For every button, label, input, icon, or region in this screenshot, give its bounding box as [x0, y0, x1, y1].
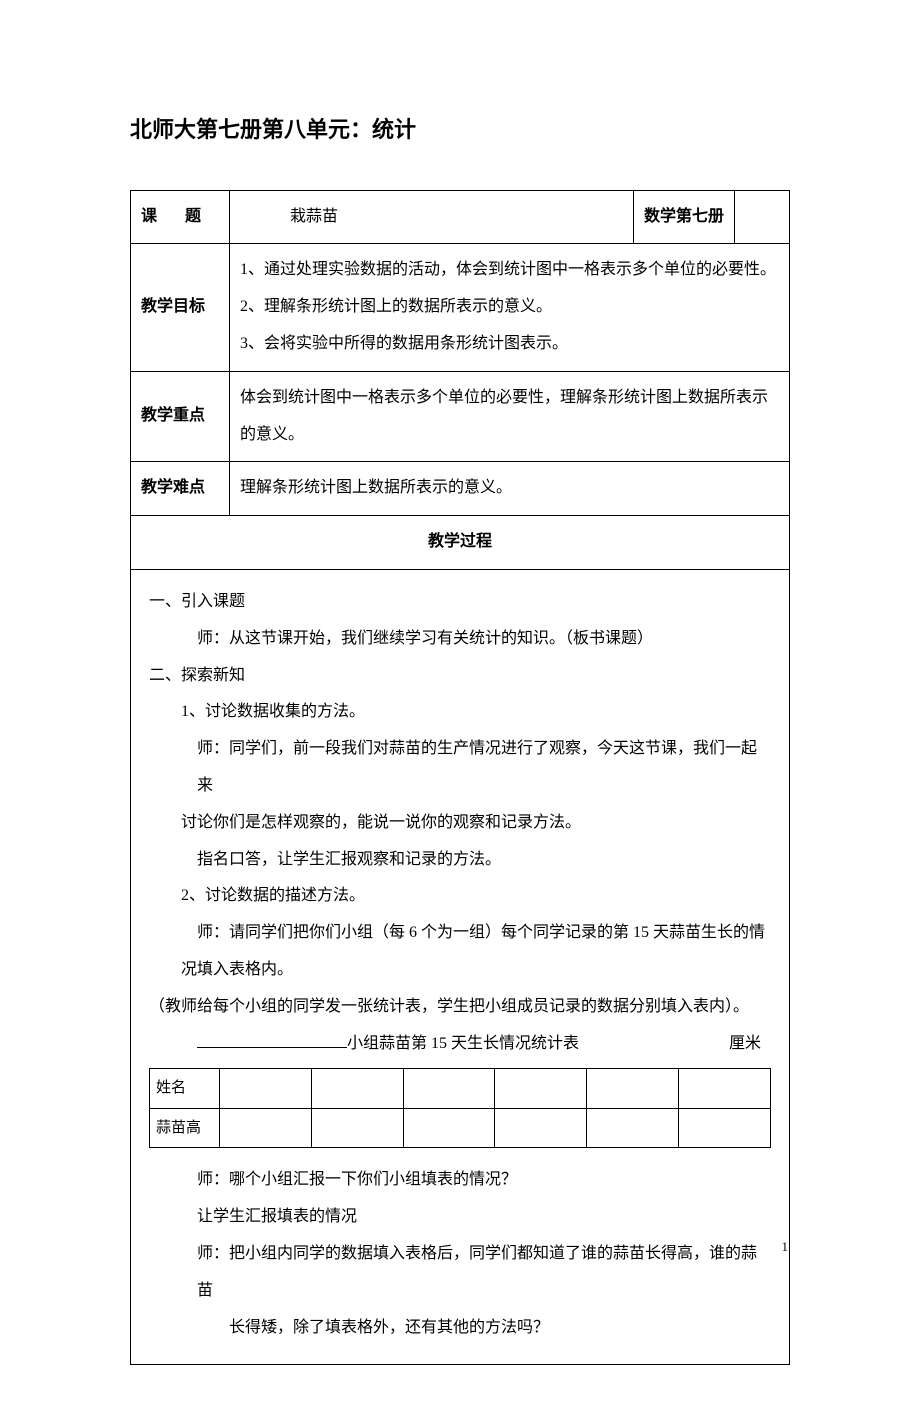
stat-cell [679, 1069, 771, 1109]
section-2-2-line6: 师：把小组内同学的数据填入表格后，同学们都知道了谁的蒜苗长得高，谁的蒜苗 [149, 1236, 771, 1310]
process-content: 一、引入课题 师：从这节课开始，我们继续学习有关统计的知识。（板书课题） 二、探… [130, 570, 790, 1365]
stat-row1-label: 姓名 [150, 1069, 220, 1109]
objectives-content: 1、通过处理实验数据的活动，体会到统计图中一格表示多个单位的必要性。 2、理解条… [230, 244, 790, 371]
keypoint-content: 体会到统计图中一格表示多个单位的必要性，理解条形统计图上数据所表示的意义。 [230, 371, 790, 462]
stat-row-name: 姓名 [150, 1069, 771, 1109]
stat-cell [679, 1108, 771, 1148]
stat-cell [403, 1069, 495, 1109]
section-2-2-line3: （教师给每个小组的同学发一张统计表，学生把小组成员记录的数据分别填入表内）。 [149, 989, 771, 1026]
book-label: 数学第七册 [633, 190, 734, 244]
stat-row2-label: 蒜苗高 [150, 1108, 220, 1148]
section-2-1-line1: 师：同学们，前一段我们对蒜苗的生产情况进行了观察，今天这节课，我们一起来 [149, 731, 771, 805]
stat-cell [403, 1108, 495, 1148]
section-2-1-line3: 指名口答，让学生汇报观察和记录的方法。 [149, 842, 771, 879]
stat-table-caption: 小组蒜苗第 15 天生长情况统计表 厘米 [149, 1026, 771, 1063]
section-2-1-line2: 讨论你们是怎样观察的，能说一说你的观察和记录方法。 [149, 805, 771, 842]
stat-cell [311, 1108, 403, 1148]
stat-row-height: 蒜苗高 [150, 1108, 771, 1148]
keypoint-label: 教学重点 [131, 371, 230, 462]
section-1-line: 师：从这节课开始，我们继续学习有关统计的知识。（板书课题） [149, 621, 771, 658]
section-2-2-line1: 师：请同学们把你们小组（每 6 个为一组）每个同学记录的第 15 天蒜苗生长的情 [149, 915, 771, 952]
difficult-content: 理解条形统计图上数据所表示的意义。 [230, 462, 790, 516]
section-2-2-line7: 长得矮，除了填表格外，还有其他的方法吗？ [149, 1310, 771, 1347]
section-2-2-line4: 师：哪个小组汇报一下你们小组填表的情况？ [149, 1162, 771, 1199]
page-title: 北师大第七册第八单元：统计 [130, 110, 790, 150]
stat-cell [220, 1108, 312, 1148]
process-header: 教学过程 [131, 516, 790, 570]
topic-label: 课题 [131, 190, 230, 244]
stat-cell [495, 1108, 587, 1148]
stat-unit: 厘米 [729, 1026, 761, 1063]
blank-group-name [197, 1032, 347, 1048]
stat-table: 姓名 蒜苗高 [149, 1068, 771, 1148]
stat-cell [587, 1108, 679, 1148]
lesson-header-table: 课题 栽蒜苗 数学第七册 教学目标 1、通过处理实验数据的活动，体会到统计图中一… [130, 190, 790, 570]
stat-cell [220, 1069, 312, 1109]
objective-item-2: 2、理解条形统计图上的数据所表示的意义。 [240, 289, 779, 326]
stat-cell [495, 1069, 587, 1109]
stat-caption-text: 小组蒜苗第 15 天生长情况统计表 [347, 1035, 579, 1052]
book-value-blank [735, 190, 790, 244]
difficult-label: 教学难点 [131, 462, 230, 516]
section-2-1-title: 1、讨论数据收集的方法。 [149, 694, 771, 731]
objective-item-1: 1、通过处理实验数据的活动，体会到统计图中一格表示多个单位的必要性。 [240, 252, 779, 289]
objectives-label: 教学目标 [131, 244, 230, 371]
section-2-2-line2: 况填入表格内。 [149, 952, 771, 989]
section-1-title: 一、引入课题 [149, 584, 771, 621]
section-2-2-line5: 让学生汇报填表的情况 [149, 1199, 771, 1236]
page-number: 1 [782, 1235, 789, 1258]
section-2-2-title: 2、讨论数据的描述方法。 [149, 878, 771, 915]
section-2-title: 二、探索新知 [149, 658, 771, 695]
stat-cell [311, 1069, 403, 1109]
stat-cell [587, 1069, 679, 1109]
topic-value: 栽蒜苗 [230, 190, 634, 244]
objective-item-3: 3、会将实验中所得的数据用条形统计图表示。 [240, 326, 779, 363]
